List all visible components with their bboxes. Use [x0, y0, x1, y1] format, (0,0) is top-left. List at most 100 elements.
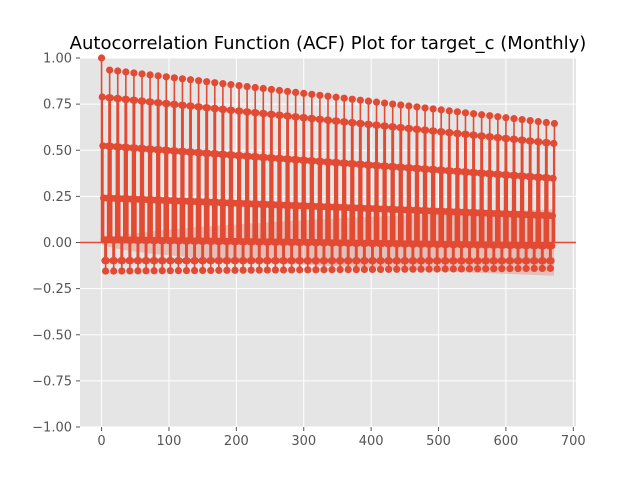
acf-point [228, 151, 236, 159]
acf-point [333, 159, 342, 167]
acf-point [162, 73, 170, 81]
acf-point [196, 149, 204, 157]
acf-point [455, 167, 463, 176]
acf-point [99, 142, 107, 150]
acf-point [167, 257, 175, 265]
acf-point [389, 100, 397, 108]
acf-point [368, 265, 377, 274]
y-tick-label: 1.00 [43, 52, 72, 67]
acf-point [453, 108, 461, 116]
acf-point [344, 265, 352, 274]
acf-point [219, 105, 228, 114]
acf-point [97, 54, 106, 62]
acf-point [350, 160, 358, 168]
acf-point [296, 257, 304, 265]
acf-point [293, 156, 301, 164]
acf-point [544, 174, 552, 182]
acf-point [515, 257, 523, 265]
acf-point [457, 265, 466, 273]
acf-point [288, 266, 296, 274]
acf-point [425, 265, 433, 273]
acf-point [465, 265, 474, 273]
acf-point [437, 106, 445, 114]
acf-point [530, 264, 538, 273]
acf-point [498, 257, 507, 265]
acf-markers [97, 54, 559, 275]
y-axis-ticks: −1.00 −0.75 −0.50 −0.25 0.00 0.25 0.50 0.75 1.00 [32, 52, 80, 436]
acf-point [519, 136, 527, 144]
acf-point [223, 266, 231, 274]
acf-point [232, 237, 240, 246]
acf-point [150, 267, 158, 275]
acf-point [243, 82, 251, 91]
x-tick-label: 400 [359, 434, 384, 449]
acf-point [183, 257, 191, 265]
acf-point [374, 162, 382, 170]
y-tick-label: −0.25 [32, 282, 72, 297]
acf-point [102, 267, 110, 275]
acf-point [277, 155, 285, 163]
x-tick-label: 0 [97, 434, 105, 449]
acf-point [103, 236, 111, 244]
acf-point [288, 257, 296, 265]
acf-point [138, 70, 146, 78]
acf-point [531, 242, 540, 250]
acf-point [232, 257, 240, 265]
acf-point [523, 241, 532, 250]
x-tick-label: 100 [157, 434, 182, 449]
acf-point [539, 257, 547, 265]
acf-point [115, 143, 123, 151]
acf-point [195, 77, 203, 85]
acf-point [134, 267, 142, 275]
acf-point [373, 121, 381, 129]
acf-point [377, 257, 385, 265]
acf-point [174, 267, 182, 275]
y-tick-label: 0.50 [43, 144, 72, 159]
acf-point [304, 266, 312, 274]
acf-point [550, 119, 559, 128]
acf-point [190, 266, 199, 275]
acf-point [171, 100, 179, 109]
acf-point [248, 257, 256, 265]
acf-point [228, 106, 236, 114]
acf-point [385, 257, 393, 265]
acf-point [534, 117, 542, 126]
acf-point [135, 257, 143, 265]
acf-point [390, 163, 398, 171]
y-tick-label: 0.75 [43, 98, 72, 113]
acf-point [549, 174, 557, 182]
acf-point [490, 257, 499, 265]
acf-point [264, 257, 272, 265]
acf-point [235, 81, 243, 90]
acf-point [511, 172, 519, 180]
acf-point [178, 75, 187, 83]
acf-point [244, 152, 253, 160]
acf-point [275, 86, 284, 95]
acf-point [279, 266, 288, 274]
acf-point [188, 148, 196, 156]
acf-point [268, 110, 276, 119]
acf-point [536, 173, 544, 181]
acf-point [434, 257, 442, 265]
acf-point [369, 257, 377, 265]
acf-point [203, 78, 211, 86]
acf-point [341, 118, 349, 126]
acf-point [122, 95, 131, 104]
acf-point [409, 257, 418, 265]
acf-point [285, 155, 293, 163]
acf-point [414, 125, 422, 134]
acf-point [461, 109, 470, 117]
acf-point [341, 159, 350, 167]
acf-point [98, 93, 106, 101]
acf-point [462, 130, 470, 139]
acf-point [507, 257, 515, 265]
acf-point [357, 119, 365, 128]
acf-point [106, 66, 114, 74]
acf-point [300, 89, 308, 97]
acf-point [438, 128, 446, 136]
acf-point [422, 165, 430, 173]
acf-point [131, 144, 139, 152]
acf-point [260, 110, 268, 118]
acf-point [547, 257, 555, 265]
acf-point [405, 124, 414, 133]
